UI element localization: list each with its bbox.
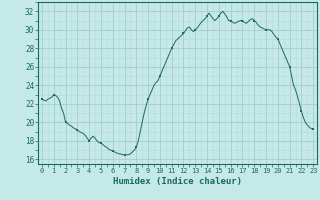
X-axis label: Humidex (Indice chaleur): Humidex (Indice chaleur) [113, 177, 242, 186]
